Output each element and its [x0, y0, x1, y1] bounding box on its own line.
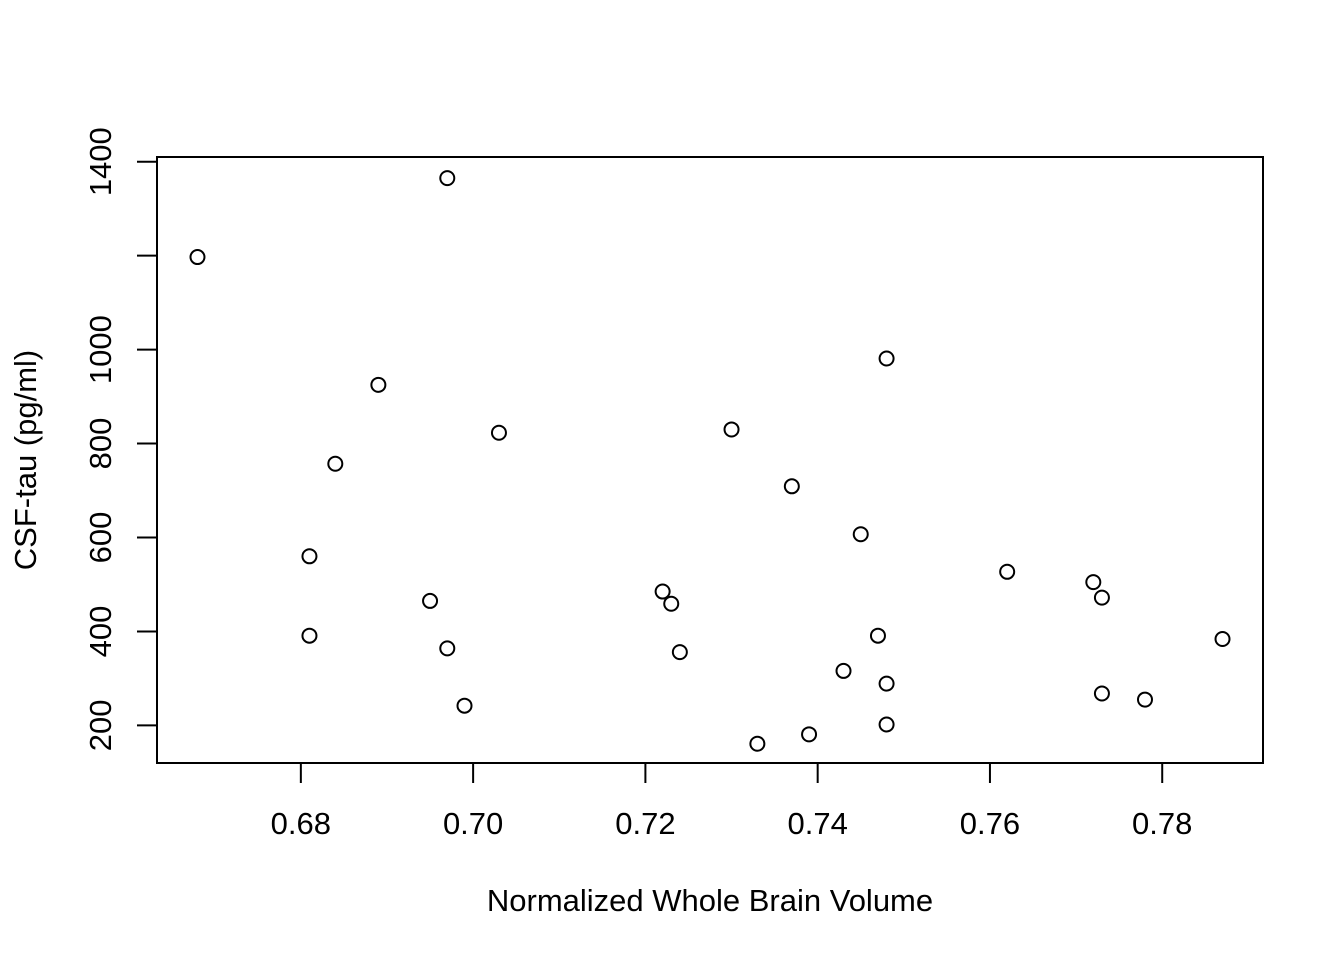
data-point — [878, 675, 895, 692]
data-point — [370, 376, 387, 393]
x-tick-label: 0.78 — [1132, 806, 1192, 841]
x-tick-label: 0.68 — [271, 806, 331, 841]
data-point — [654, 583, 671, 600]
data-point — [1214, 630, 1231, 647]
data-point — [749, 735, 766, 752]
data-point — [490, 424, 507, 441]
x-axis: 0.68 0.70 0.72 0.74 0.76 0.78 — [271, 763, 1192, 841]
data-point — [723, 421, 740, 438]
y-axis: 200 400 600 800 1000 1400 — [83, 127, 157, 751]
data-point — [869, 627, 886, 644]
x-tick-label: 0.72 — [615, 806, 675, 841]
y-tick-label: 1000 — [83, 315, 118, 384]
data-point — [783, 478, 800, 495]
data-point — [878, 350, 895, 367]
data-point — [1085, 574, 1102, 591]
y-tick-label: 600 — [83, 512, 118, 564]
data-point — [878, 716, 895, 733]
y-tick-label: 800 — [83, 418, 118, 470]
y-tick-label: 200 — [83, 700, 118, 752]
data-point — [189, 249, 206, 266]
data-point — [327, 455, 344, 472]
data-point — [852, 526, 869, 543]
y-tick-label: 400 — [83, 606, 118, 658]
data-point — [801, 726, 818, 743]
data-point — [422, 592, 439, 609]
data-point — [999, 563, 1016, 580]
data-point — [439, 170, 456, 187]
data-points — [189, 170, 1231, 752]
data-point — [1093, 685, 1110, 702]
x-tick-label: 0.74 — [787, 806, 847, 841]
data-point — [663, 595, 680, 612]
plot-frame — [156, 156, 1264, 764]
x-tick-label: 0.70 — [443, 806, 503, 841]
data-point — [835, 662, 852, 679]
data-point — [301, 627, 318, 644]
data-point — [1093, 589, 1110, 606]
data-point — [439, 640, 456, 657]
data-point — [671, 644, 688, 661]
x-axis-title: Normalized Whole Brain Volume — [487, 883, 933, 918]
data-point — [301, 548, 318, 565]
x-tick-label: 0.76 — [960, 806, 1020, 841]
data-point — [456, 697, 473, 714]
y-tick-label: 1400 — [83, 127, 118, 196]
y-axis-title: CSF-tau (pg/ml) — [8, 350, 43, 570]
data-point — [1136, 691, 1153, 708]
